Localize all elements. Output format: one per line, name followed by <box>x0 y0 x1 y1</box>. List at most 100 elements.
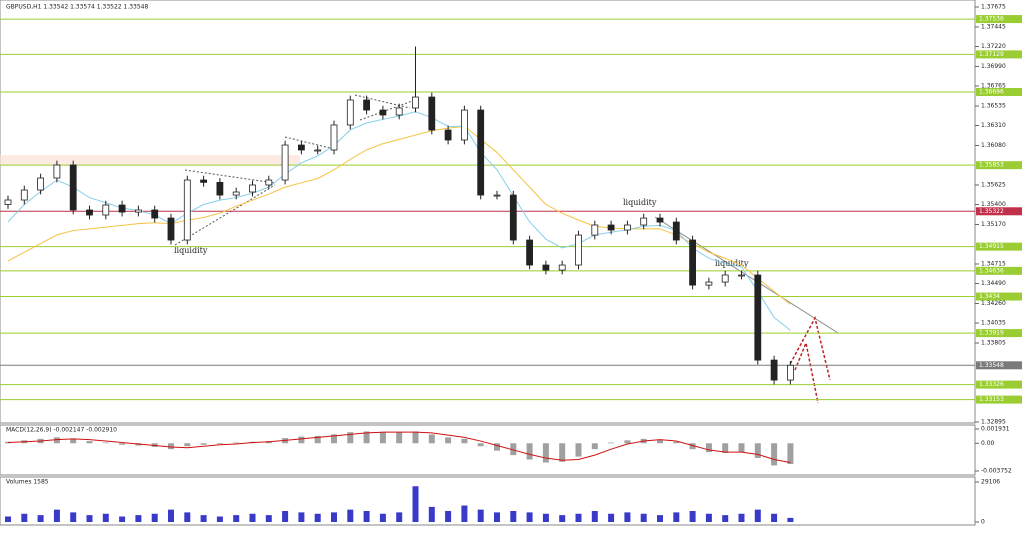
macd-pane <box>0 424 976 476</box>
y-tick-label: 1.35400 <box>981 201 1006 208</box>
volume-bar <box>119 516 126 522</box>
level-tag <box>976 361 1022 370</box>
macd-bar <box>396 432 403 444</box>
volume-bar <box>624 512 631 522</box>
volume-bar <box>21 513 28 522</box>
volume-bar <box>657 515 663 522</box>
macd-bar <box>184 443 191 447</box>
macd-bar <box>53 437 60 444</box>
candle-body <box>118 204 126 213</box>
candle-body <box>37 177 44 191</box>
y-tick-label: 0 <box>981 519 985 526</box>
volume-bar <box>184 512 191 522</box>
candle-body <box>787 364 794 381</box>
level-tag <box>976 380 1022 389</box>
volume-bar <box>347 509 354 522</box>
y-tick-label: 1.37220 <box>981 43 1006 50</box>
level-label: 1.3434 <box>979 293 1000 300</box>
macd-bar <box>86 441 93 444</box>
macd-bar <box>70 438 77 444</box>
candle-body <box>754 274 762 361</box>
volume-bar <box>787 517 794 522</box>
y-tick-label: 1.35170 <box>981 221 1006 228</box>
level-tag <box>976 329 1022 338</box>
volume-bar <box>70 512 77 522</box>
macd-bar <box>738 443 745 453</box>
candle-body <box>689 239 696 286</box>
macd-bar <box>624 440 631 444</box>
volume-bar <box>575 513 582 522</box>
candle-body <box>705 281 713 286</box>
y-tick-label: 1.36535 <box>981 102 1006 109</box>
candle-body <box>624 224 631 231</box>
level-tag <box>976 161 1022 170</box>
volume-bar <box>412 486 419 522</box>
volume-bar <box>689 511 696 522</box>
candle-body <box>167 217 175 241</box>
macd-bar <box>673 441 680 444</box>
moving-average <box>7 125 791 305</box>
y-tick-label: 1.35625 <box>981 181 1006 188</box>
y-tick-label: 0.00 <box>981 440 995 447</box>
candle-body <box>216 181 224 196</box>
macd-bar <box>494 443 500 451</box>
volume-bar <box>705 513 712 522</box>
y-tick-label: 0.001931 <box>981 426 1010 433</box>
candle-body <box>232 191 240 196</box>
macd-bar <box>608 442 615 444</box>
volume-bar <box>135 515 142 522</box>
candle-body <box>379 109 387 116</box>
volume-bar <box>5 516 11 522</box>
annotation: liquidity <box>623 198 657 207</box>
macd-bar <box>787 443 794 464</box>
level-label: 1.33919 <box>979 330 1004 337</box>
y-tick-label: 1.32895 <box>981 419 1006 426</box>
candle-body <box>346 99 354 126</box>
volume-bar <box>754 509 761 522</box>
candle-body <box>770 359 778 381</box>
candle-body <box>428 96 436 131</box>
volume-bar <box>608 513 615 522</box>
chart-title: GBPUSD,H1 1.33542 1.33574 1.33522 1.3354… <box>6 4 148 11</box>
macd-bar <box>428 434 435 444</box>
candle-body <box>134 209 142 213</box>
volume-bar <box>249 513 256 522</box>
macd-bar <box>168 443 174 450</box>
volume-bar <box>233 515 240 522</box>
volume-bar <box>86 515 93 522</box>
candle-body <box>607 224 615 231</box>
candle-body <box>183 179 191 241</box>
candle-body <box>738 274 745 277</box>
volume-bar <box>542 513 549 522</box>
candle-body <box>102 204 110 216</box>
volume-bar <box>510 511 517 522</box>
volume-bar <box>298 512 305 522</box>
candle-body <box>672 221 680 241</box>
level-tag <box>976 50 1022 59</box>
y-tick-label: 1.34035 <box>981 320 1006 327</box>
level-label: 1.33548 <box>979 362 1004 369</box>
trendlines <box>174 94 416 246</box>
volume-bar <box>265 515 272 522</box>
y-tick-label: 1.36765 <box>981 83 1006 90</box>
macd-bar <box>542 443 549 463</box>
level-tag <box>976 15 1022 24</box>
macd-bar <box>657 439 663 444</box>
volume-bar <box>526 512 533 522</box>
level-tag <box>976 242 1022 251</box>
level-tag <box>976 292 1022 301</box>
volume-bar <box>640 513 647 522</box>
candle-body <box>721 274 729 283</box>
macd-bar <box>331 434 337 444</box>
candle-body <box>249 184 256 193</box>
volume-bar <box>314 513 321 522</box>
macd-bar <box>705 443 712 453</box>
volume-bar <box>379 513 386 522</box>
macd-signal <box>7 431 791 463</box>
level-label: 1.35853 <box>979 162 1004 169</box>
macd-bar <box>347 432 354 444</box>
candle-body <box>281 144 289 181</box>
level-label: 1.37129 <box>979 51 1004 58</box>
candle-body <box>20 189 28 201</box>
